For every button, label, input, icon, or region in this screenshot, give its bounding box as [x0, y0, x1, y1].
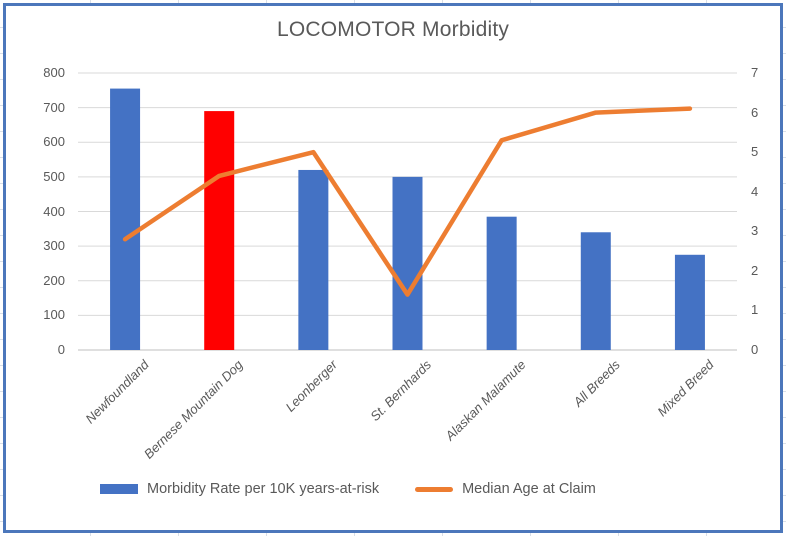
- bar-st-bernhards[interactable]: [392, 176, 423, 350]
- left-axis-tick-700: 700: [43, 99, 65, 115]
- worksheet-gridline-stub: [442, 0, 443, 3]
- right-axis-tick-7: 7: [751, 65, 759, 80]
- worksheet-gridline-stub: [0, 209, 3, 210]
- worksheet-gridline-stub: [0, 443, 3, 444]
- legend: Morbidity Rate per 10K years-at-risk Med…: [100, 481, 596, 497]
- worksheet-gridline-stub: [783, 469, 786, 470]
- left-axis-tick-300: 300: [43, 238, 65, 254]
- worksheet-gridline-stub: [706, 0, 707, 3]
- bar-newfoundland[interactable]: [110, 88, 141, 351]
- worksheet-gridline-stub: [530, 0, 531, 3]
- right-axis-tick-4: 4: [751, 183, 759, 199]
- worksheet-gridline-stub: [783, 157, 786, 158]
- worksheet-gridline-stub: [618, 0, 619, 3]
- worksheet-gridline-stub: [783, 79, 786, 80]
- legend-label-median-age: Median Age at Claim: [462, 481, 596, 497]
- worksheet-gridline-stub: [783, 521, 786, 522]
- bar-alaskan-malamute[interactable]: [486, 216, 517, 350]
- right-axis-tick-6: 6: [751, 104, 759, 120]
- worksheet-gridline-stub: [783, 131, 786, 132]
- worksheet-gridline-stub: [90, 533, 91, 536]
- worksheet-gridline-stub: [783, 313, 786, 314]
- worksheet-gridline-stub: [0, 27, 3, 28]
- worksheet-gridline-stub: [783, 287, 786, 288]
- worksheet-gridline-stub: [783, 495, 786, 496]
- legend-item-median-age[interactable]: Median Age at Claim: [415, 481, 596, 497]
- worksheet-gridline-stub: [783, 417, 786, 418]
- bar-mixed-breed[interactable]: [674, 254, 705, 350]
- worksheet-gridline-stub: [354, 0, 355, 3]
- left-axis-tick-500: 500: [43, 168, 65, 184]
- worksheet-gridline-stub: [530, 533, 531, 536]
- worksheet-gridline-stub: [783, 391, 786, 392]
- worksheet-gridline-stub: [783, 339, 786, 340]
- worksheet-gridline-stub: [178, 533, 179, 536]
- legend-item-morbidity-rate[interactable]: Morbidity Rate per 10K years-at-risk: [100, 481, 379, 497]
- worksheet-gridline-stub: [783, 105, 786, 106]
- worksheet-gridline-stub: [0, 365, 3, 366]
- right-axis-tick-3: 3: [751, 223, 759, 239]
- worksheet-gridline-stub: [0, 339, 3, 340]
- worksheet-gridline-stub: [0, 235, 3, 236]
- worksheet-gridline-stub: [0, 157, 3, 158]
- chart-title[interactable]: LOCOMOTOR Morbidity: [276, 18, 510, 41]
- worksheet-gridline-stub: [266, 533, 267, 536]
- worksheet-gridline-stub: [0, 391, 3, 392]
- left-axis-tick-200: 200: [43, 272, 65, 288]
- worksheet-gridline-stub: [0, 495, 3, 496]
- left-axis-tick-100: 100: [43, 307, 65, 323]
- worksheet-gridline-stub: [783, 27, 786, 28]
- worksheet-gridline-stub: [0, 53, 3, 54]
- worksheet-gridline-stub: [442, 533, 443, 536]
- worksheet-gridline-stub: [783, 183, 786, 184]
- bar-leonberger[interactable]: [298, 169, 329, 350]
- right-axis-tick-1: 1: [751, 302, 759, 318]
- worksheet-gridline-stub: [706, 533, 707, 536]
- worksheet-gridline-stub: [0, 261, 3, 262]
- worksheet-gridline-stub: [783, 365, 786, 366]
- line-series-swatch: [415, 486, 454, 492]
- legend-label-morbidity-rate: Morbidity Rate per 10K years-at-risk: [147, 481, 380, 497]
- worksheet-gridline-stub: [783, 235, 786, 236]
- worksheet-gridline-stub: [266, 0, 267, 3]
- worksheet-gridline-stub: [0, 313, 3, 314]
- worksheet-gridline-stub: [0, 105, 3, 106]
- right-axis-tick-0: 0: [751, 342, 759, 357]
- bar-all-breeds[interactable]: [580, 232, 611, 350]
- worksheet-gridline-stub: [0, 521, 3, 522]
- worksheet-gridline-stub: [783, 209, 786, 210]
- worksheet-gridline-stub: [0, 417, 3, 418]
- left-axis-tick-800: 800: [43, 65, 65, 80]
- worksheet-gridline-stub: [0, 287, 3, 288]
- right-axis-tick-2: 2: [751, 262, 759, 278]
- worksheet-gridline-stub: [90, 0, 91, 3]
- worksheet-gridline-stub: [618, 533, 619, 536]
- right-axis-tick-5: 5: [751, 144, 759, 160]
- worksheet-gridline-stub: [0, 131, 3, 132]
- left-axis-tick-0: 0: [57, 342, 65, 357]
- worksheet-gridline-stub: [783, 443, 786, 444]
- worksheet-gridline-stub: [783, 53, 786, 54]
- left-axis-tick-600: 600: [43, 134, 65, 150]
- worksheet-gridline-stub: [178, 0, 179, 3]
- worksheet-gridline-stub: [0, 79, 3, 80]
- worksheet-gridline-stub: [0, 183, 3, 184]
- worksheet-gridline-stub: [354, 533, 355, 536]
- bar-bernese-mountain-dog[interactable]: [204, 111, 235, 351]
- left-axis-tick-400: 400: [43, 203, 65, 219]
- worksheet-gridline-stub: [0, 469, 3, 470]
- bar-series-swatch: [100, 484, 138, 494]
- median-age-line[interactable]: [122, 106, 693, 297]
- worksheet-gridline-stub: [783, 261, 786, 262]
